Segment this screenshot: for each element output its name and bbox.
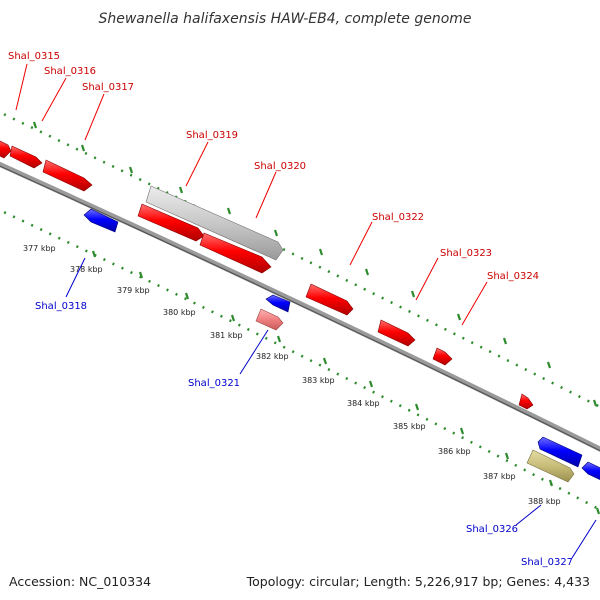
gene-label-shal-0321[interactable]: Shal_0321 bbox=[188, 378, 240, 389]
gene-feature-khaki[interactable] bbox=[526, 449, 575, 483]
forward-genes bbox=[0, 140, 534, 410]
gene-label-shal-0322[interactable]: Shal_0322 bbox=[372, 212, 424, 223]
tick-label-381: 381 kbp bbox=[210, 331, 243, 340]
gene-label-shal-0326[interactable]: Shal_0326 bbox=[466, 524, 518, 535]
gene-label-shal-0323[interactable]: Shal_0323 bbox=[440, 248, 492, 259]
accession-text: Accession: NC_010334 bbox=[9, 574, 151, 589]
gene-feature-shal-0320[interactable] bbox=[199, 232, 272, 274]
tick-label-377: 377 kbp bbox=[23, 244, 56, 253]
map-title: Shewanella halifaxensis HAW-EB4, complet… bbox=[98, 11, 471, 27]
reverse-genes bbox=[83, 208, 600, 482]
gene-feature-shal-0321[interactable] bbox=[265, 294, 291, 313]
reverse-label-leaders bbox=[65, 257, 597, 559]
gene-feature-shal-0324[interactable] bbox=[432, 347, 453, 366]
tick-label-383: 383 kbp bbox=[302, 376, 335, 385]
tick-label-388: 388 kbp bbox=[528, 497, 561, 506]
gene-label-shal-0319[interactable]: Shal_0319 bbox=[186, 130, 238, 141]
inner-major-ticks bbox=[91, 250, 600, 515]
tick-label-378: 378 kbp bbox=[70, 265, 103, 274]
forward-label-leaders bbox=[15, 63, 488, 326]
tick-label-382: 382 kbp bbox=[256, 352, 289, 361]
pseudo-genes bbox=[145, 185, 575, 483]
gene-feature-shal-0315[interactable] bbox=[0, 140, 12, 159]
tick-labels: 377 kbp 378 kbp 379 kbp 380 kbp 381 kbp … bbox=[23, 244, 561, 506]
tick-label-380: 380 kbp bbox=[163, 308, 196, 317]
gene-label-shal-0316[interactable]: Shal_0316 bbox=[44, 66, 96, 77]
tick-label-386: 386 kbp bbox=[438, 447, 471, 456]
forward-gene-labels: Shal_0315 Shal_0316 Shal_0317 Shal_0319 … bbox=[8, 51, 539, 282]
gene-feature-shal-0323[interactable] bbox=[377, 319, 416, 347]
gene-feature-pink[interactable] bbox=[255, 308, 284, 331]
inner-tick-track bbox=[0, 208, 600, 512]
gene-label-shal-0318[interactable]: Shal_0318 bbox=[35, 301, 87, 312]
tick-label-384: 384 kbp bbox=[347, 399, 380, 408]
gene-label-shal-0317[interactable]: Shal_0317 bbox=[82, 82, 134, 93]
gene-feature-shal-0317[interactable] bbox=[42, 159, 93, 192]
gene-feature-shal-0326[interactable] bbox=[537, 436, 583, 468]
gene-feature-shal-0318[interactable] bbox=[83, 208, 119, 233]
gene-feature-shal-0325[interactable] bbox=[518, 393, 534, 410]
reverse-gene-labels: Shal_0318 Shal_0321 Shal_0326 Shal_0327 bbox=[35, 301, 573, 568]
gene-feature-shal-0327[interactable] bbox=[581, 461, 600, 482]
gene-label-shal-0315[interactable]: Shal_0315 bbox=[8, 51, 60, 62]
tick-label-387: 387 kbp bbox=[483, 472, 516, 481]
gene-feature-gray[interactable] bbox=[145, 185, 284, 261]
tick-label-385: 385 kbp bbox=[393, 422, 426, 431]
gene-feature-shal-0322[interactable] bbox=[305, 283, 354, 316]
genome-backbone bbox=[0, 161, 600, 452]
gene-label-shal-0324[interactable]: Shal_0324 bbox=[487, 271, 539, 282]
gene-feature-shal-0319[interactable] bbox=[137, 203, 205, 242]
gene-label-shal-0327[interactable]: Shal_0327 bbox=[521, 557, 573, 568]
outer-tick-track bbox=[0, 110, 600, 409]
outer-major-ticks bbox=[32, 121, 598, 407]
tick-label-379: 379 kbp bbox=[117, 286, 150, 295]
genome-summary-text: Topology: circular; Length: 5,226,917 bp… bbox=[246, 574, 590, 589]
gene-label-shal-0320[interactable]: Shal_0320 bbox=[254, 161, 306, 172]
gene-feature-shal-0316[interactable] bbox=[9, 145, 43, 169]
